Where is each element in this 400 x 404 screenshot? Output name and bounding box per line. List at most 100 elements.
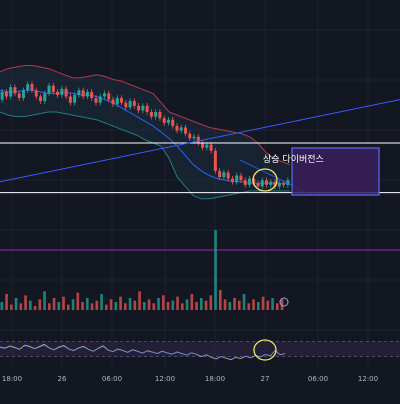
volume-bar	[81, 302, 84, 310]
candle-body	[0, 91, 4, 100]
candle-body	[226, 172, 230, 179]
volume-bar	[228, 302, 232, 310]
volume-bar	[209, 295, 213, 310]
volume-bar	[176, 296, 179, 310]
volume-bar	[109, 299, 113, 310]
volume-bar	[266, 300, 270, 310]
candle-body	[222, 172, 226, 178]
candle-body	[94, 98, 98, 103]
volume-bar	[147, 299, 151, 310]
volume-bar	[19, 303, 23, 310]
rsi-panel	[0, 339, 400, 361]
volume-bar	[133, 300, 137, 310]
volume-bar	[105, 304, 108, 310]
candle-body	[286, 180, 290, 185]
candle-body	[26, 84, 30, 91]
volume-bar	[138, 291, 141, 310]
volume-bar	[171, 300, 175, 310]
candle-body	[149, 112, 153, 117]
time-tick-label: 12:00	[155, 375, 175, 383]
volume-bar	[57, 302, 61, 310]
volume-bar	[95, 300, 99, 310]
volume-bar	[10, 304, 13, 310]
candle-body	[64, 88, 68, 97]
time-tick-label: 27	[261, 375, 270, 383]
candle-body	[17, 93, 21, 99]
volume-bar	[204, 300, 208, 310]
volume-bar	[257, 302, 260, 310]
candle-body	[13, 87, 17, 94]
volume-bar	[233, 298, 236, 310]
volume-bar	[195, 302, 198, 310]
volume-bar	[280, 299, 284, 310]
volume-bar	[143, 302, 146, 310]
candle-body	[188, 133, 192, 139]
rsi-band	[0, 341, 400, 357]
candle-body	[120, 98, 124, 103]
volume-bar	[242, 294, 246, 310]
candle-body	[4, 91, 8, 97]
candle-body	[145, 105, 149, 112]
grid-lines	[0, 0, 400, 370]
candle-body	[85, 91, 89, 97]
candle-body	[34, 90, 38, 97]
candles	[0, 81, 290, 190]
candle-body	[166, 119, 170, 123]
candle-body	[132, 101, 136, 106]
time-tick-label: 12:00	[358, 375, 378, 383]
target-box	[291, 147, 380, 196]
candle-body	[192, 136, 196, 139]
candle-body	[230, 178, 234, 182]
volume-bar	[100, 294, 103, 310]
candle-body	[43, 93, 47, 102]
volume-bar	[238, 300, 241, 310]
volume-bar	[128, 298, 132, 310]
candle-body	[107, 93, 111, 100]
candle-body	[81, 90, 85, 97]
volume-bar	[62, 296, 65, 310]
volume-marker	[279, 297, 289, 307]
volume-bar	[24, 295, 27, 310]
volume-bars	[0, 230, 400, 310]
candle-body	[239, 175, 243, 181]
volume-bar	[185, 299, 189, 310]
candle-body	[47, 85, 51, 94]
candle-body	[213, 150, 217, 171]
candle-body	[196, 136, 200, 143]
candle-body	[282, 183, 286, 185]
trend-line	[0, 99, 400, 183]
candle-body	[243, 180, 247, 185]
volume-bar	[52, 298, 56, 310]
volume-bar	[162, 295, 165, 310]
drawings	[0, 99, 400, 196]
time-tick-label: 06:00	[102, 375, 122, 383]
volume-bar	[157, 298, 160, 310]
time-tick-label: 18:00	[2, 375, 22, 383]
candle-body	[56, 91, 60, 95]
volume-bar	[71, 299, 75, 310]
volume-bar	[38, 299, 42, 310]
volume-bar	[124, 303, 127, 310]
candle-body	[247, 178, 251, 185]
volume-bar	[14, 298, 18, 310]
candle-body	[137, 105, 141, 111]
volume-bar	[200, 298, 203, 310]
candle-body	[179, 127, 183, 131]
volume-bar	[48, 303, 51, 310]
candle-body	[60, 88, 64, 95]
candle-body	[124, 102, 128, 108]
candle-body	[77, 90, 81, 95]
candle-body	[235, 175, 239, 182]
candle-body	[260, 180, 264, 187]
bollinger-upper-line	[0, 65, 291, 166]
candle-body	[141, 105, 145, 111]
volume-bar	[214, 230, 217, 310]
volume-bar	[86, 298, 89, 310]
volume-bar	[152, 303, 156, 310]
candle-body	[98, 96, 102, 103]
volume-bar	[247, 303, 251, 310]
candle-body	[30, 84, 34, 91]
